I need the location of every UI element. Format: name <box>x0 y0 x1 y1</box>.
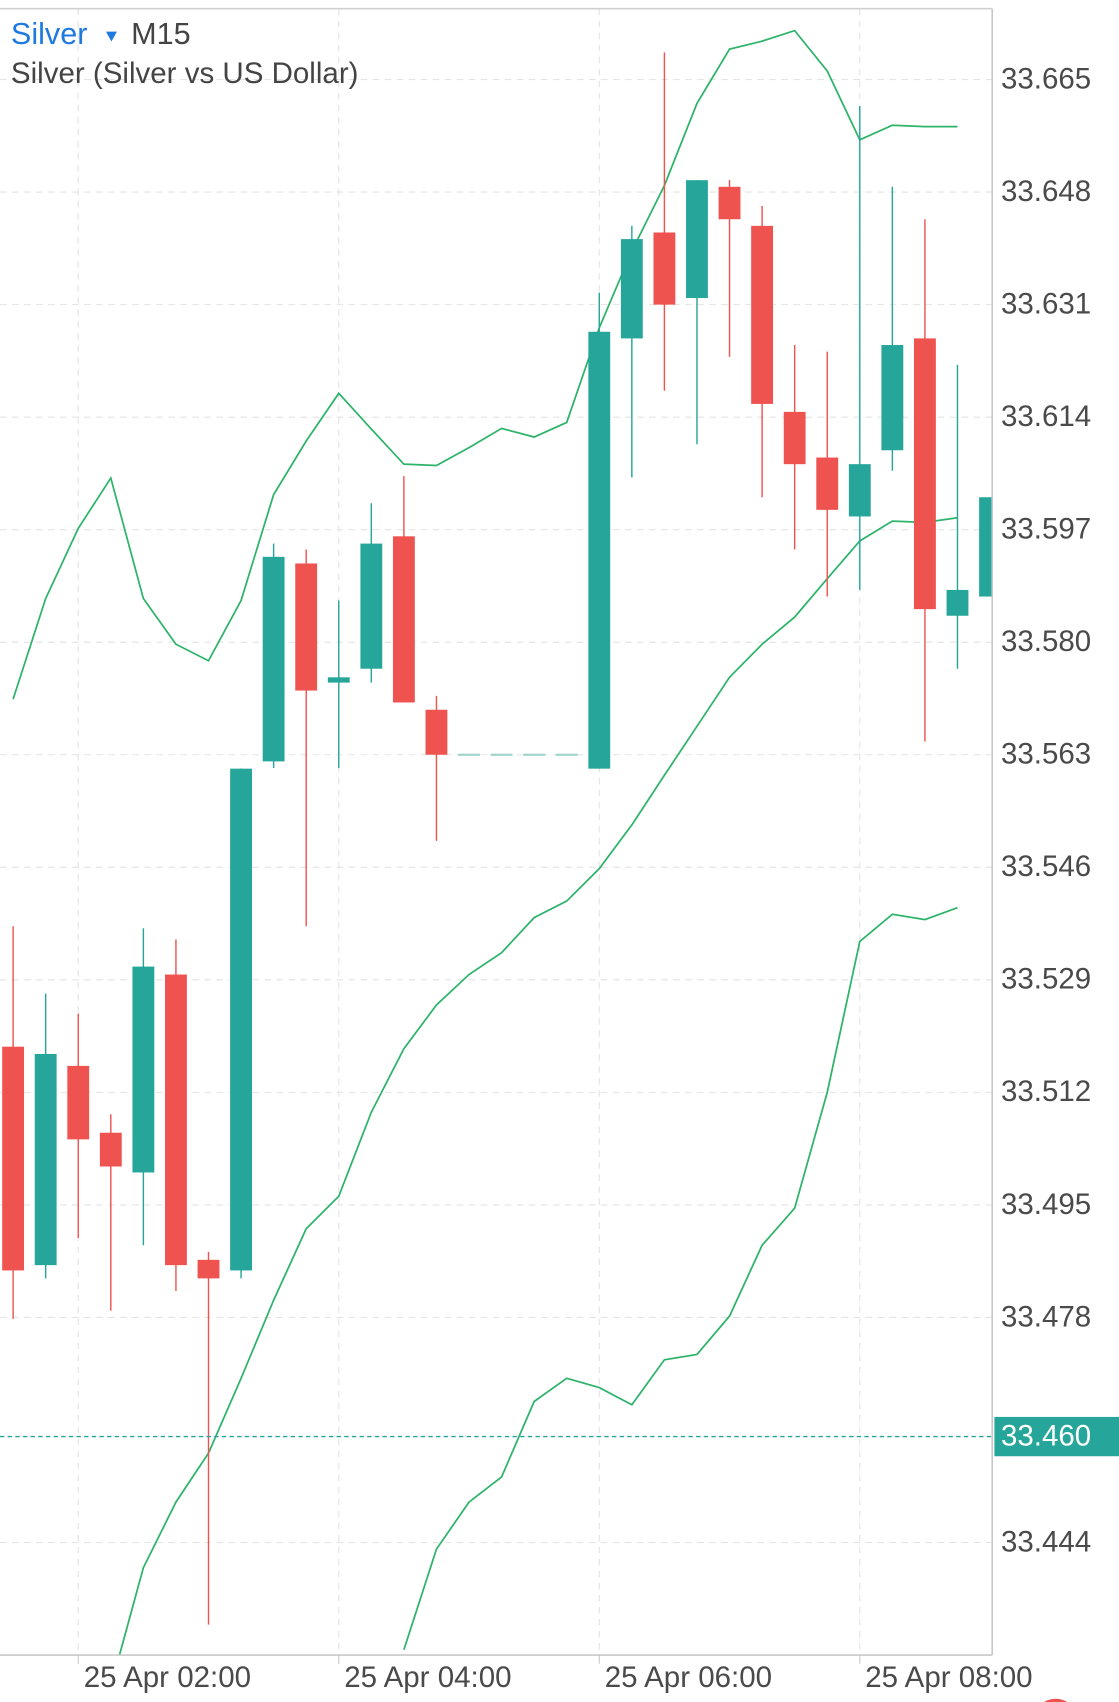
candle-body <box>327 677 350 683</box>
symbol-dropdown-arrow[interactable] <box>105 31 117 42</box>
y-tick-label: 33.665 <box>1001 62 1091 95</box>
subtitle: Silver (Silver vs US Dollar) <box>11 57 359 90</box>
candle-body <box>848 464 871 517</box>
candle-body <box>132 966 155 1173</box>
candle-body <box>262 556 285 762</box>
y-tick-label: 33.580 <box>1001 625 1091 658</box>
candle-body <box>946 589 969 616</box>
candle-body <box>718 186 741 220</box>
candle-body <box>197 1259 220 1279</box>
candle-body <box>490 753 513 756</box>
candle-body <box>816 457 839 510</box>
y-tick-label: 33.495 <box>1001 1188 1091 1221</box>
corner-badge[interactable] <box>1034 1698 1078 1702</box>
y-tick-label: 33.546 <box>1001 850 1091 883</box>
band-line <box>118 516 958 1656</box>
timeframe[interactable]: M15 <box>131 17 190 51</box>
candle-body <box>295 563 318 691</box>
candle-body <box>165 974 187 1266</box>
candle-body <box>555 753 578 756</box>
candle-body <box>392 536 415 703</box>
x-tick-label: 25 Apr 08:00 <box>865 1661 1032 1694</box>
x-tick-label: 25 Apr 04:00 <box>344 1661 511 1694</box>
candle-body <box>2 1046 25 1271</box>
candle-body <box>523 753 546 756</box>
candle-body <box>686 180 708 299</box>
candle-body <box>67 1065 90 1140</box>
band-line <box>12 29 958 700</box>
candle-body <box>881 345 904 451</box>
candle-body <box>99 1132 122 1167</box>
y-tick-label: 33.631 <box>1001 288 1091 321</box>
candle-body <box>425 709 448 755</box>
x-tick-label: 25 Apr 02:00 <box>84 1661 251 1694</box>
candle-body <box>360 543 383 669</box>
band-line <box>403 906 958 1650</box>
candle-body <box>751 225 774 404</box>
symbol[interactable]: Silver <box>11 17 87 51</box>
candle-body <box>230 768 252 1271</box>
candle-body <box>653 232 676 305</box>
x-tick-label: 25 Apr 06:00 <box>605 1661 772 1694</box>
y-tick-label: 33.648 <box>1001 175 1091 208</box>
y-tick-label: 33.512 <box>1001 1075 1091 1108</box>
candle-body <box>34 1053 57 1266</box>
candle-body <box>783 411 806 465</box>
current-price-box <box>994 1416 1119 1457</box>
y-tick-label: 33.563 <box>1001 738 1091 771</box>
y-tick-label: 33.614 <box>1001 400 1091 433</box>
plot-area <box>0 29 993 1656</box>
y-tick-label: 33.597 <box>1001 513 1091 546</box>
candle-body <box>979 497 993 597</box>
candle-body <box>913 338 936 610</box>
y-tick-label: 33.444 <box>1001 1525 1091 1558</box>
candle-body <box>620 239 643 339</box>
candle-body <box>458 753 480 756</box>
y-tick-label: 33.478 <box>1001 1300 1091 1333</box>
candle-body <box>588 331 611 769</box>
axis-layer: 33.665 33.648 33.631 33.614 33.597 33.580 33.5… <box>77 62 1119 1694</box>
y-tick-label: 33.529 <box>1001 963 1091 996</box>
current-price-label: 33.460 <box>1001 1419 1091 1452</box>
